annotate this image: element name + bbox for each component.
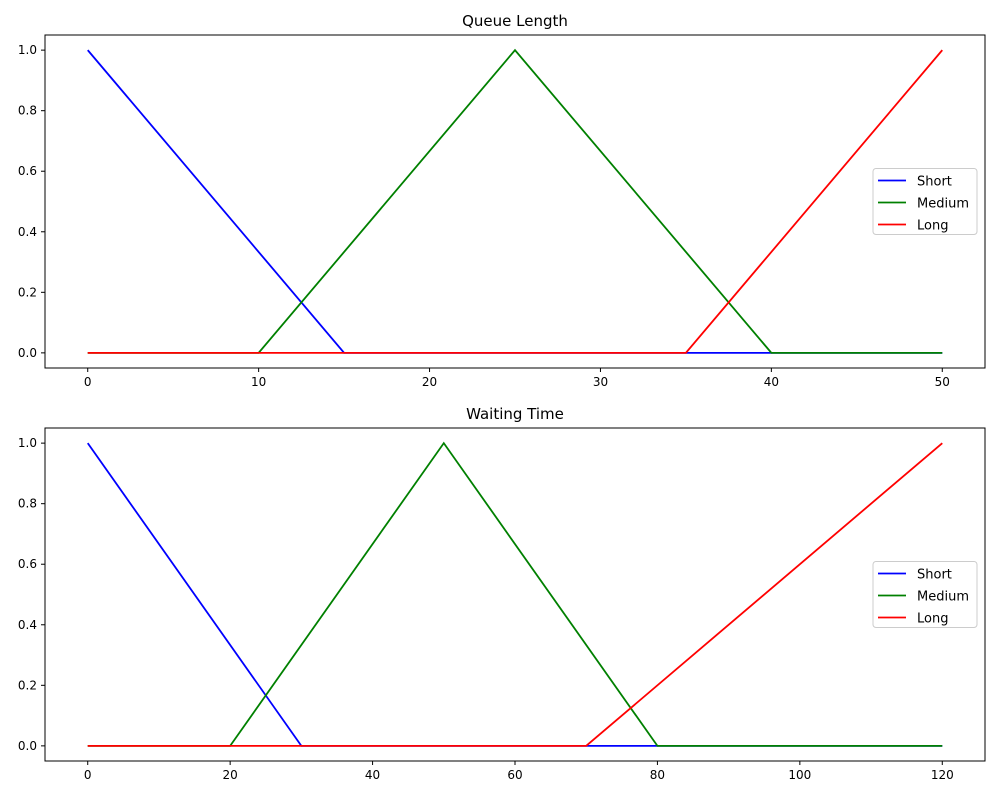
y-tick-label: 0.6	[18, 557, 37, 571]
legend-box	[872, 561, 978, 628]
x-tick-label: 80	[650, 768, 665, 782]
legend-label-medium: Medium	[917, 590, 969, 605]
x-tick-label: 100	[788, 768, 811, 782]
legend: Short Medium Long	[872, 168, 978, 235]
legend-label-long: Long	[917, 219, 948, 234]
y-tick-label: 0.2	[18, 285, 37, 299]
plot-area	[44, 34, 986, 369]
plot-area	[44, 427, 986, 762]
y-tick-label: 0.2	[18, 678, 37, 692]
legend-box	[872, 168, 978, 235]
x-tick-label: 0	[84, 375, 92, 389]
legend-label-medium: Medium	[917, 197, 969, 212]
y-tick-label: 1.0	[18, 436, 37, 450]
x-tick-label: 30	[593, 375, 608, 389]
chart-title: Waiting Time	[466, 405, 564, 423]
x-tick-label: 60	[507, 768, 522, 782]
x-tick-label: 40	[764, 375, 779, 389]
series-line-medium	[87, 441, 943, 747]
y-tick-label: 0.6	[18, 164, 37, 178]
chart-panel: Queue Length 0 10 20 30 40 50 0.0 0.2 0.4 0.6 0.8 1.…	[18, 12, 986, 389]
y-tick-label: 0.4	[18, 618, 37, 632]
y-tick-label: 0.0	[18, 346, 37, 360]
legend-label-short: Short	[917, 175, 952, 190]
y-tick-label: 0.8	[18, 497, 37, 511]
y-tick-label: 0.8	[18, 104, 37, 118]
x-tick-label: 0	[84, 768, 92, 782]
x-tick-label: 50	[935, 375, 950, 389]
legend-label-short: Short	[917, 568, 952, 583]
chart-title: Queue Length	[462, 12, 568, 30]
x-tick-label: 120	[931, 768, 954, 782]
y-tick-label: 0.4	[18, 225, 37, 239]
legend: Short Medium Long	[872, 561, 978, 628]
y-tick-label: 0.0	[18, 739, 37, 753]
series-line-long	[87, 49, 943, 354]
x-tick-label: 20	[422, 375, 437, 389]
y-tick-label: 1.0	[18, 43, 37, 57]
chart-panel: Waiting Time 0 20 40 60 80 100 120 0.0 0.2 0.4 0.6 0…	[18, 405, 986, 782]
x-tick-label: 10	[251, 375, 266, 389]
series-line-short	[86, 442, 943, 747]
x-tick-label: 40	[365, 768, 380, 782]
x-tick-label: 20	[223, 768, 238, 782]
legend-label-long: Long	[917, 612, 948, 627]
series-line-long	[87, 442, 943, 747]
